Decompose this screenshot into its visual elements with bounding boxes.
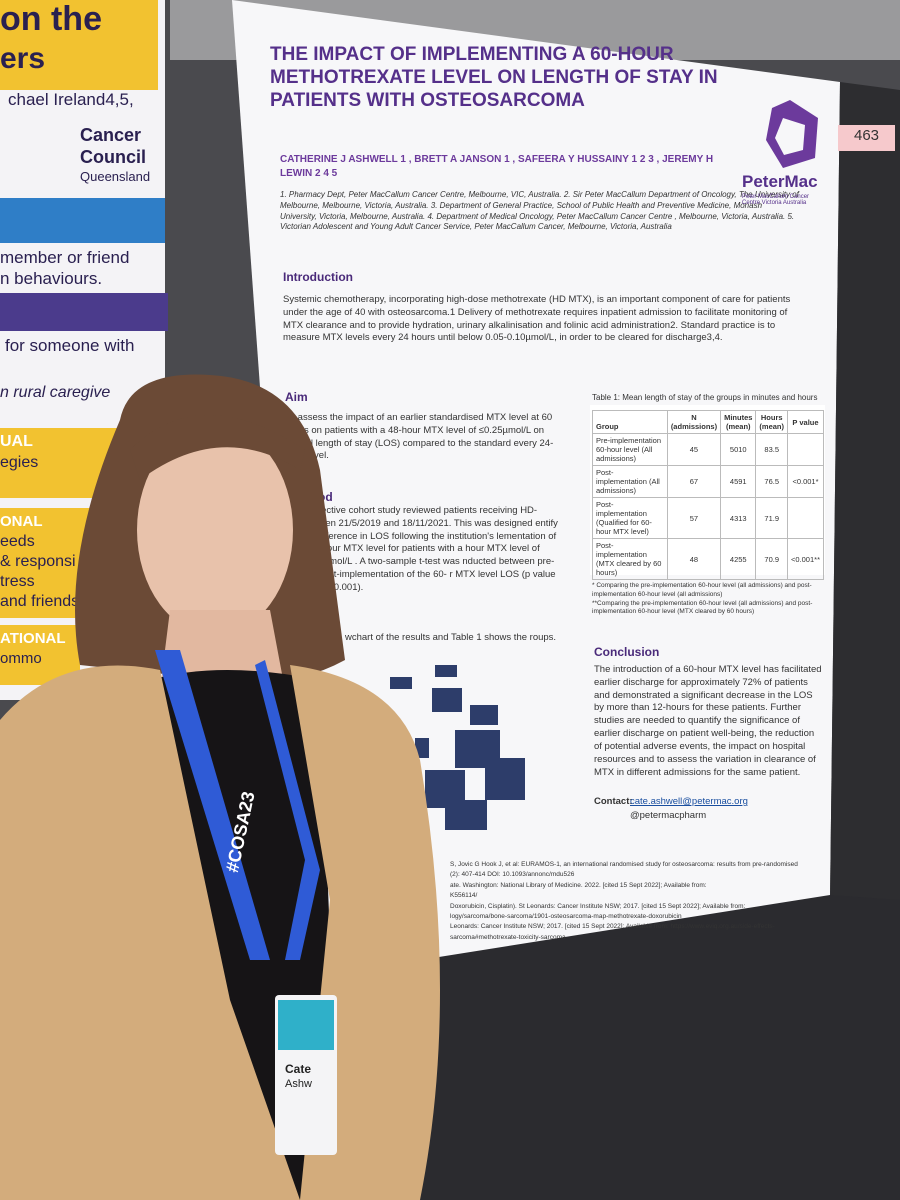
poster-fragment: ommo (0, 650, 42, 667)
poster-fragment: member or friend (0, 248, 130, 267)
poster-fragment: for someone with (5, 336, 135, 355)
footnotes: * Comparing the pre-implementation 60-ho… (592, 582, 827, 617)
poster-title: THE IMPACT OF IMPLEMENTING A 60-HOUR MET… (270, 44, 718, 111)
poster-fragment: n behaviours. (0, 269, 103, 288)
table-cell (787, 433, 824, 466)
table-cell: Post-implementation (All admissions) (592, 465, 668, 498)
references: S, Jovic G Hook J, et al: EURAMOS-1, an … (450, 860, 810, 943)
badge-surname: Ashw (285, 1078, 312, 1090)
table-cell: 70.9 (755, 538, 788, 580)
poster-fragment: Queensland (80, 169, 151, 184)
reference: (2): 407-414 DOI: 10.1093/annonc/mdu526 (450, 871, 575, 879)
section-heading: Conclusion (594, 645, 660, 659)
affiliations: 1. Pharmacy Dept, Peter MacCallum Cancer… (280, 190, 799, 232)
table-header: N (admissions) (666, 410, 722, 434)
reference: logy/sarcoma/bone-sarcoma/1901-osteosarc… (450, 912, 682, 920)
table-row: Post-implementation (MTX cleared by 60 h… (592, 538, 824, 580)
section-text: The introduction of a 60-hour MTX level … (594, 664, 822, 778)
poster-fragment: tress (0, 573, 35, 590)
table-row: Group N (admissions) Minutes (mean) Hours (… (592, 410, 824, 434)
footnote: **Comparing the pre-implementation 60-ho… (592, 599, 813, 616)
table-cell: 4255 (720, 538, 757, 580)
poster-fragment: n rural caregive (0, 384, 111, 401)
table-caption: Table 1: Mean length of stay of the grou… (592, 393, 818, 402)
poster-fragment: ATIONAL (0, 630, 66, 647)
logo-subtitle: Peter MacCallum Cancer Centre Victoria A… (742, 194, 810, 206)
section-text: wchart of the results and Table 1 shows … (345, 632, 557, 643)
badge-name: Cate (285, 1062, 312, 1076)
poster-fragment: chael Ireland4,5, (8, 90, 134, 109)
reference: ate. Washington: National Library of Med… (450, 881, 707, 889)
footnote: * Comparing the pre-implementation 60-ho… (592, 582, 812, 598)
section-heading: Aim (285, 390, 308, 404)
poster-fragment: & responsi (0, 553, 76, 570)
results-table: Group N (admissions) Minutes (mean) Hours (… (592, 410, 824, 580)
table-cell: Post-implementation (MTX cleared by 60 h… (592, 538, 668, 580)
reference: S, Jovic G Hook J, et al: EURAMOS-1, an … (450, 861, 798, 868)
poster-fragment: ers (0, 42, 46, 75)
contact-label: Contact: (594, 796, 633, 807)
poster-fragment: egies (0, 454, 39, 471)
poster-fragment: on the (0, 0, 102, 38)
reference: K556114/ (450, 892, 478, 900)
poster-fragment: Council (80, 147, 146, 167)
table-row: Pre-implementation 60-hour level (All ad… (592, 433, 824, 466)
reference: Doxorubicin, Cisplatin). St Leonards: Ca… (450, 902, 746, 910)
table-cell: 4313 (720, 497, 757, 539)
poster-fragment: UAL (0, 433, 33, 450)
poster-fragment: ONAL (0, 513, 43, 530)
contact-twitter: @petermacpharm (630, 810, 707, 821)
table-cell (787, 497, 824, 539)
table-cell: Post-implementation (Qualified for 60-ho… (592, 497, 668, 539)
poster-fragment: Cancer (80, 125, 142, 145)
table-cell: 48 (666, 538, 722, 580)
table-cell: 71.9 (755, 497, 788, 539)
table-header: Minutes (mean) (720, 410, 757, 434)
logo-name: PeterMac (742, 172, 818, 191)
section-text: Systemic chemotherapy, incorporating hig… (283, 294, 791, 344)
section-heading: Introduction (283, 270, 353, 284)
contact-email: cate.ashwell@petermac.org (630, 796, 748, 807)
poster-fragment: and friends (0, 593, 80, 610)
table-cell: <0.001** (787, 538, 824, 580)
poster-fragment: eeds (0, 533, 35, 550)
table-header: P value (787, 410, 824, 434)
table-cell: Pre-implementation 60-hour level (All ad… (592, 433, 668, 466)
poster-number: 463 (853, 127, 880, 144)
authors: CATHERINE J ASHWELL 1 , BRETT A JANSON 1… (280, 154, 714, 179)
reference: sarcoma#methotrexate-toxicity-sarcoma (450, 933, 566, 941)
reference: Leonards: Cancer Institute NSW; 2017. [c… (450, 923, 775, 931)
table-cell: <0.001* (787, 465, 824, 498)
